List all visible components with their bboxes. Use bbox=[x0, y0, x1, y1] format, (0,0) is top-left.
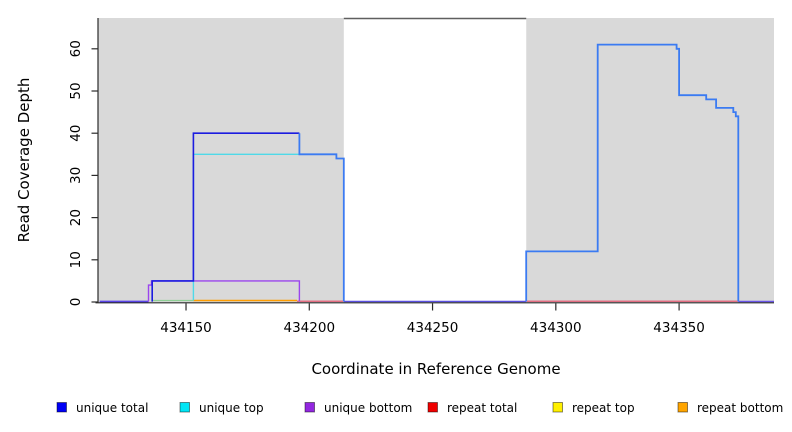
legend-swatch-repeat-top bbox=[552, 402, 563, 413]
repeat-region-1 bbox=[98, 18, 344, 303]
x-tick-label: 434300 bbox=[530, 320, 582, 336]
y-tick-label: 50 bbox=[68, 82, 84, 99]
y-tick-label: 0 bbox=[68, 298, 84, 307]
x-axis-title: Coordinate in Reference Genome bbox=[311, 360, 560, 378]
y-tick-label: 30 bbox=[68, 167, 84, 184]
legend-swatch-repeat-bottom bbox=[677, 402, 688, 413]
y-tick-label: 40 bbox=[68, 125, 84, 142]
legend-swatch-unique-total bbox=[56, 402, 67, 413]
y-tick-label: 20 bbox=[68, 209, 84, 226]
unique-total-mid-series bbox=[298, 133, 345, 302]
legend-swatch-unique-top bbox=[179, 402, 190, 413]
legend-label-unique-top: unique top bbox=[199, 401, 264, 415]
x-tick-label: 434250 bbox=[407, 320, 459, 336]
legend-label-repeat-total: repeat total bbox=[447, 401, 517, 415]
legend-label-unique-bottom: unique bottom bbox=[324, 401, 412, 415]
x-tick-label: 434350 bbox=[653, 320, 705, 336]
legend-swatch-repeat-total bbox=[427, 402, 438, 413]
unique-total-left-series bbox=[151, 132, 300, 302]
y-tick-label: 60 bbox=[68, 40, 84, 57]
x-tick-label: 434150 bbox=[160, 320, 212, 336]
repeat-region-2 bbox=[526, 18, 774, 303]
legend-swatch-unique-bottom bbox=[304, 402, 315, 413]
y-tick-label: 10 bbox=[68, 251, 84, 268]
y-axis-title: Read Coverage Depth bbox=[15, 78, 33, 243]
legend-label-repeat-top: repeat top bbox=[572, 401, 635, 415]
legend-label-unique-total: unique total bbox=[76, 401, 148, 415]
legend-label-repeat-bottom: repeat bottom bbox=[697, 401, 783, 415]
x-tick-label: 434200 bbox=[284, 320, 336, 336]
unique-total-right-series bbox=[525, 43, 740, 302]
